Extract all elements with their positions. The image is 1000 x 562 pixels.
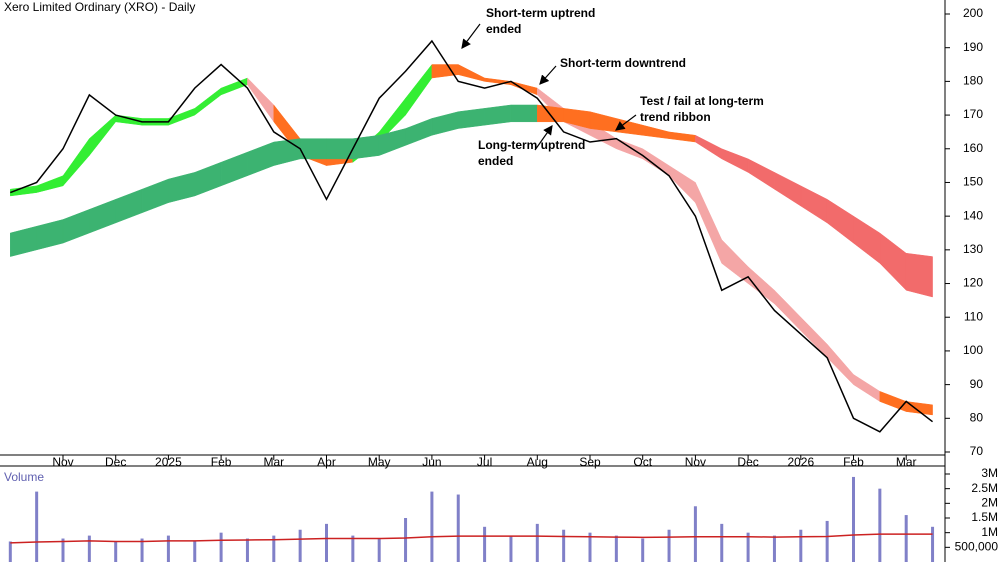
volume-bar — [746, 532, 750, 562]
trend-ribbon — [905, 252, 933, 298]
x-tick-label: Nov — [52, 455, 73, 469]
y-tick-label: 190 — [963, 40, 983, 54]
volume-bar — [61, 538, 65, 562]
annotation: Short-term uptrend — [486, 6, 595, 20]
y-tick-label: 1M — [981, 525, 998, 539]
volume-bar — [588, 532, 592, 562]
y-tick-label: 170 — [963, 107, 983, 121]
y-tick-label: 100 — [963, 343, 983, 357]
trend-ribbon — [484, 104, 512, 126]
x-tick-label: 2025 — [155, 455, 182, 469]
y-tick-label: 2M — [981, 496, 998, 510]
volume-bar — [219, 532, 223, 562]
volume-bar — [272, 535, 276, 562]
annotation: ended — [478, 154, 513, 168]
annotation: trend ribbon — [640, 110, 711, 124]
volume-bar — [772, 535, 776, 562]
volume-bar — [140, 538, 144, 562]
x-tick-label: Nov — [685, 455, 706, 469]
volume-bar — [404, 518, 408, 562]
annotation-arrow — [539, 65, 557, 85]
volume-bar — [483, 526, 487, 562]
volume-bar — [667, 529, 671, 562]
volume-bar — [641, 538, 645, 562]
volume-bar — [904, 515, 908, 562]
volume-bar — [430, 491, 434, 562]
volume-bar — [166, 535, 170, 562]
x-tick-label: May — [368, 455, 391, 469]
y-tick-label: 110 — [964, 309, 983, 323]
volume-bar — [878, 488, 882, 562]
y-tick-label: 80 — [970, 410, 984, 424]
annotation: Test / fail at long-term — [640, 94, 764, 108]
volume-bar — [351, 535, 355, 562]
y-tick-label: 70 — [970, 444, 984, 458]
y-tick-label: 150 — [963, 175, 983, 189]
volume-bar — [720, 523, 724, 562]
y-tick-label: 130 — [963, 242, 983, 256]
volume-bar — [114, 541, 118, 562]
marks — [8, 39, 935, 562]
x-tick-label: 2026 — [787, 455, 814, 469]
volume-bar — [562, 529, 566, 562]
volume-bar — [931, 526, 935, 562]
x-tick-label: Feb — [211, 455, 232, 469]
x-tick-label: Jun — [422, 455, 441, 469]
x-tick-label: Dec — [737, 455, 758, 469]
volume-average — [10, 533, 933, 544]
ribbons — [10, 63, 933, 416]
volume-bar — [799, 529, 803, 562]
volume-bar — [509, 535, 513, 562]
x-tick-label: Aug — [527, 455, 548, 469]
volume-bar — [535, 523, 539, 562]
y-tick-label: 1.5M — [971, 510, 998, 524]
y-tick-label: 140 — [963, 208, 983, 222]
y-tick-label: 90 — [970, 377, 984, 391]
annotation: Short-term downtrend — [560, 56, 686, 70]
y-tick-label: 500,000 — [955, 540, 999, 554]
annotation: ended — [486, 22, 521, 36]
volume-bar — [614, 535, 618, 562]
chart-title: Xero Limited Ordinary (XRO) - Daily — [4, 0, 195, 14]
volume-bar — [377, 538, 381, 562]
annotation-arrow — [615, 114, 637, 131]
volume-bar — [193, 541, 197, 562]
volume-bar — [87, 535, 91, 562]
volume-bar — [693, 506, 697, 562]
annotation-arrow — [534, 125, 553, 151]
volume-bar — [325, 523, 328, 562]
y-tick-label: 3M — [981, 466, 998, 480]
x-tick-label: Apr — [317, 455, 336, 469]
x-tick-label: Jul — [477, 455, 492, 469]
volume-bar — [298, 529, 302, 562]
annotation-arrow — [461, 23, 481, 49]
y-tick-label: 120 — [963, 276, 983, 290]
volume-bar — [456, 494, 460, 562]
trend-ribbon — [352, 135, 380, 160]
volume-bar — [245, 538, 249, 562]
trend-ribbon — [458, 108, 485, 129]
volume-bar — [825, 520, 829, 562]
y-tick-label: 2.5M — [971, 481, 998, 495]
x-tick-label: Mar — [263, 455, 284, 469]
x-tick-label: Feb — [843, 455, 864, 469]
trend-ribbon — [905, 401, 933, 416]
y-tick-label: 160 — [963, 141, 983, 155]
x-tick-label: Dec — [105, 455, 126, 469]
y-tick-label: 180 — [963, 74, 983, 88]
x-tick-label: Oct — [633, 455, 652, 469]
volume-bar — [852, 476, 855, 562]
volume-bar — [8, 541, 12, 562]
x-tick-label: Mar — [896, 455, 917, 469]
trend-ribbon — [510, 104, 538, 123]
price-line — [10, 39, 934, 433]
x-tick-label: Sep — [579, 455, 601, 469]
y-tick-label: 200 — [963, 6, 983, 20]
annotation: Long-term uptrend — [478, 138, 585, 152]
volume-bar — [35, 491, 39, 562]
volume-title: Volume — [4, 470, 44, 484]
